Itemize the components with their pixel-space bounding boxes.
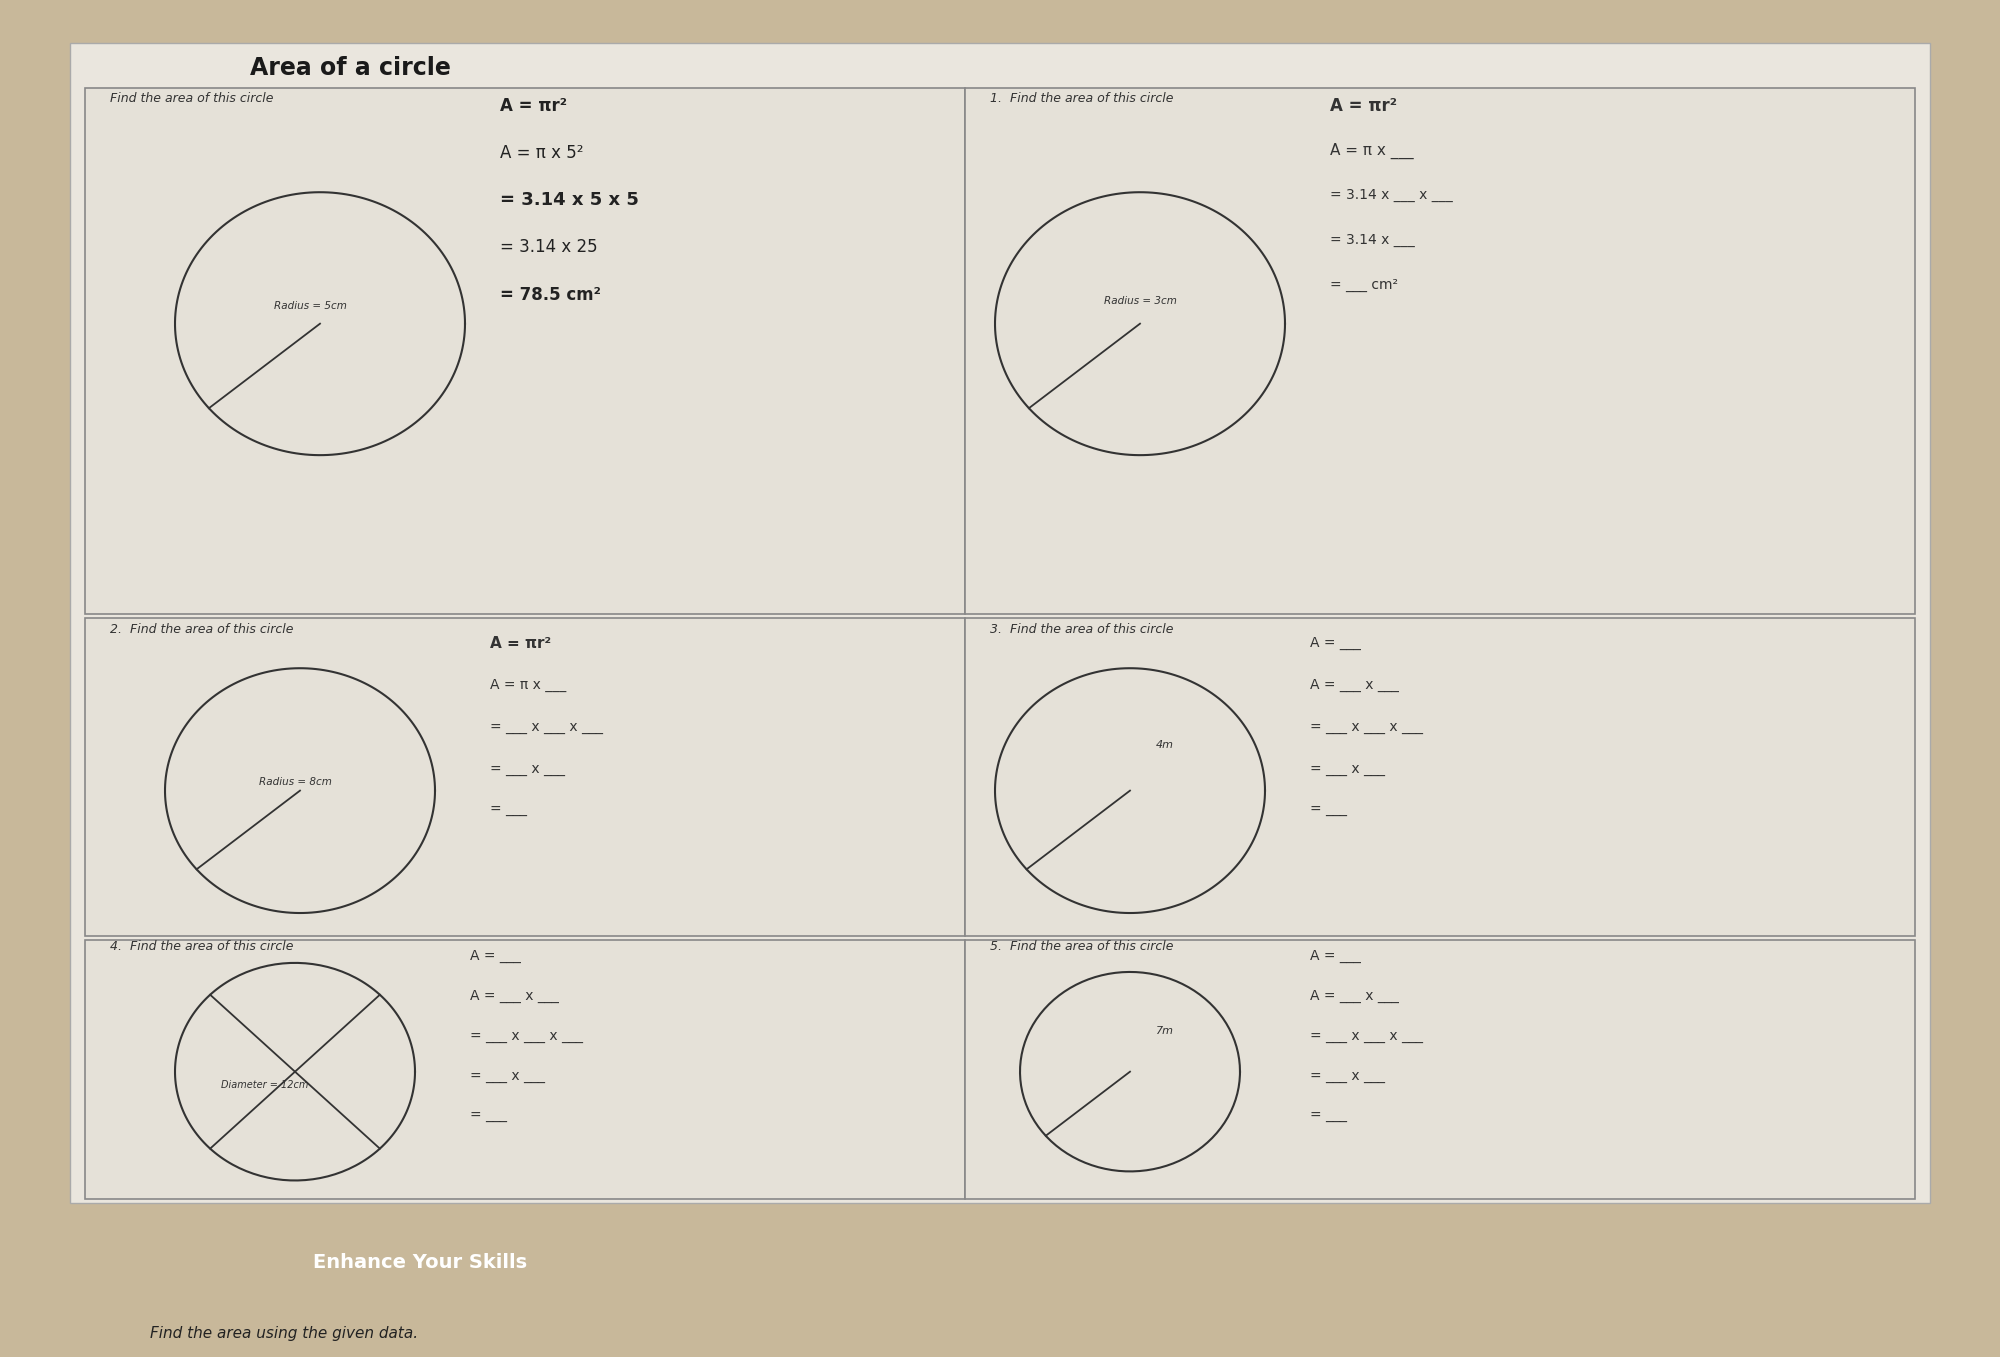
Text: = ___ x ___ x ___: = ___ x ___ x ___ [1310,721,1424,734]
Text: = ___ x ___ x ___: = ___ x ___ x ___ [470,1029,584,1044]
Text: = ___: = ___ [490,803,528,817]
Text: = ___: = ___ [1310,803,1348,817]
FancyBboxPatch shape [964,619,1914,936]
FancyBboxPatch shape [84,88,964,613]
FancyBboxPatch shape [84,619,964,936]
Text: = 3.14 x 5 x 5: = 3.14 x 5 x 5 [500,191,638,209]
Text: = ___ x ___: = ___ x ___ [490,761,566,776]
Text: A = πr²: A = πr² [1330,96,1396,115]
Text: = ___ x ___: = ___ x ___ [1310,1069,1384,1083]
FancyBboxPatch shape [120,1253,720,1307]
Text: = ___ x ___ x ___: = ___ x ___ x ___ [1310,1029,1424,1044]
Text: 7m: 7m [1156,1026,1174,1035]
Text: A = π x ___: A = π x ___ [1330,142,1414,159]
Text: Find the area of this circle: Find the area of this circle [110,92,274,106]
Text: A = π x ___: A = π x ___ [490,678,566,692]
Text: = 3.14 x 25: = 3.14 x 25 [500,239,598,256]
Text: 2.  Find the area of this circle: 2. Find the area of this circle [110,623,294,636]
Text: 4m: 4m [1156,741,1174,750]
Text: Find the area using the given data.: Find the area using the given data. [150,1326,418,1341]
Text: 4.  Find the area of this circle: 4. Find the area of this circle [110,940,294,953]
FancyBboxPatch shape [964,88,1914,613]
FancyBboxPatch shape [70,42,1930,1204]
Text: = ___: = ___ [1310,1109,1348,1122]
Text: 3.  Find the area of this circle: 3. Find the area of this circle [990,623,1174,636]
Text: A = ___ x ___: A = ___ x ___ [470,989,558,1003]
FancyBboxPatch shape [84,940,964,1198]
Text: A = ___ x ___: A = ___ x ___ [1310,678,1398,692]
Text: Radius = 3cm: Radius = 3cm [1104,296,1176,307]
Text: A = ___: A = ___ [1310,636,1360,650]
Text: Radius = 8cm: Radius = 8cm [258,776,332,787]
Text: Enhance Your Skills: Enhance Your Skills [312,1253,528,1272]
FancyBboxPatch shape [964,940,1914,1198]
Text: Area of a circle: Area of a circle [250,56,450,80]
Text: = 3.14 x ___: = 3.14 x ___ [1330,233,1414,247]
Text: = ___ cm²: = ___ cm² [1330,278,1398,292]
Text: 5.  Find the area of this circle: 5. Find the area of this circle [990,940,1174,953]
Text: A = ___: A = ___ [470,950,520,963]
Text: Diameter = 12cm: Diameter = 12cm [222,1080,308,1090]
Text: Radius = 5cm: Radius = 5cm [274,300,346,311]
Text: A = ___ x ___: A = ___ x ___ [1310,989,1398,1003]
Text: = ___ x ___: = ___ x ___ [1310,761,1384,776]
Text: = ___ x ___: = ___ x ___ [470,1069,544,1083]
Text: A = ___: A = ___ [1310,950,1360,963]
Text: = 3.14 x ___ x ___: = 3.14 x ___ x ___ [1330,187,1452,202]
Text: A = π x 5²: A = π x 5² [500,144,584,161]
Text: = ___ x ___ x ___: = ___ x ___ x ___ [490,721,604,734]
Text: = 78.5 cm²: = 78.5 cm² [500,285,600,304]
Text: = ___: = ___ [470,1109,508,1122]
Text: 1.  Find the area of this circle: 1. Find the area of this circle [990,92,1174,106]
Text: A = πr²: A = πr² [500,96,568,115]
Text: A = πr²: A = πr² [490,636,552,651]
